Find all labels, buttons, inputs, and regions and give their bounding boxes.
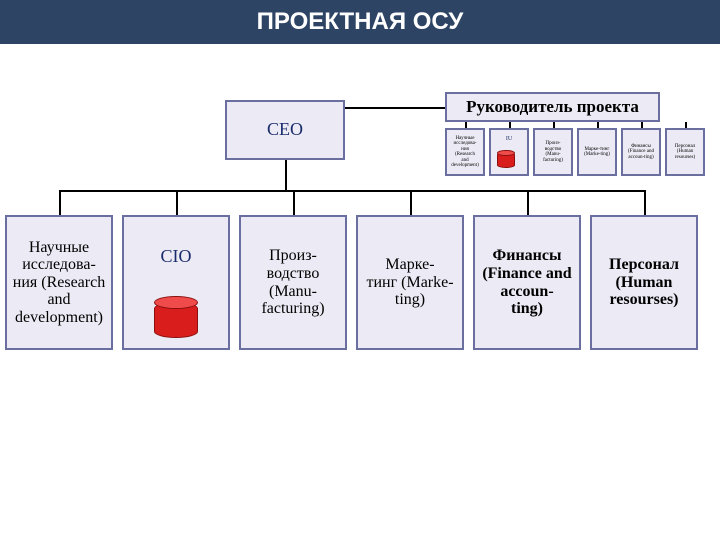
node-dept-manu: Произ- водство (Manu- facturing) bbox=[239, 215, 347, 350]
node-pm-sub-mkt: Марке-тинг (Marke-ting) bbox=[577, 128, 617, 176]
database-icon bbox=[154, 296, 198, 336]
node-pm-sub-rd-label: Научные исследова-ния (Research and deve… bbox=[451, 136, 479, 169]
node-pm-sub-manu: Произ-водство (Manu-facturing) bbox=[533, 128, 573, 176]
node-pm-sub-hr-label: Персонал (Human resourses) bbox=[671, 144, 699, 161]
page-title: ПРОЕКТНАЯ ОСУ bbox=[0, 0, 720, 44]
node-dept-rd: Научные исследова- ния (Research and dev… bbox=[5, 215, 113, 350]
org-chart-diagram: { "type": "org-chart", "canvas": { "widt… bbox=[0, 0, 720, 540]
connector bbox=[176, 190, 178, 215]
connector bbox=[345, 107, 445, 109]
page-title-text: ПРОЕКТНАЯ ОСУ bbox=[257, 8, 464, 35]
node-pm-sub-fin-label: Финансы (Finance and accoun-ting) bbox=[627, 144, 655, 161]
node-dept-fin-label: Финансы (Finance and accoun- ting) bbox=[479, 247, 575, 317]
node-ceo: CEO bbox=[225, 100, 345, 160]
connector bbox=[293, 190, 295, 215]
node-pm-sub-fin: Финансы (Finance and accoun-ting) bbox=[621, 128, 661, 176]
node-dept-manu-label: Произ- водство (Manu- facturing) bbox=[245, 247, 341, 317]
node-dept-cio-label: CIO bbox=[161, 247, 192, 267]
connector bbox=[59, 190, 61, 215]
node-project-manager: Руководитель проекта bbox=[445, 92, 660, 122]
node-dept-hr: Персонал (Human resourses) bbox=[590, 215, 698, 350]
node-dept-mkt-label: Марке- тинг (Marke- ting) bbox=[366, 256, 453, 309]
node-pm-sub-mkt-label: Марке-тинг (Marke-ting) bbox=[583, 147, 611, 158]
node-dept-hr-label: Персонал (Human resourses) bbox=[596, 256, 692, 309]
connector bbox=[527, 190, 529, 215]
node-pm-sub-hr: Персонал (Human resourses) bbox=[665, 128, 705, 176]
connector bbox=[644, 190, 646, 215]
connector bbox=[59, 190, 644, 192]
node-dept-fin: Финансы (Finance and accoun- ting) bbox=[473, 215, 581, 350]
connector bbox=[410, 190, 412, 215]
node-dept-mkt: Марке- тинг (Marke- ting) bbox=[356, 215, 464, 350]
database-icon bbox=[497, 150, 515, 166]
connector bbox=[285, 160, 287, 190]
node-pm-sub-iu-label: IU bbox=[506, 136, 512, 143]
node-dept-rd-label: Научные исследова- ния (Research and dev… bbox=[11, 239, 107, 327]
node-ceo-label: CEO bbox=[267, 120, 303, 140]
node-pm-sub-rd: Научные исследова-ния (Research and deve… bbox=[445, 128, 485, 176]
node-pm-label: Руководитель проекта bbox=[466, 98, 639, 117]
node-pm-sub-manu-label: Произ-водство (Manu-facturing) bbox=[539, 141, 567, 163]
